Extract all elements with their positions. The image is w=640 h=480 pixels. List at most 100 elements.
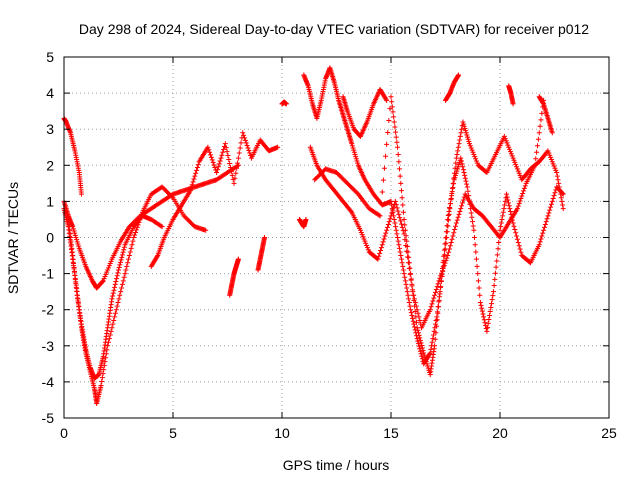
data-point (434, 317, 440, 323)
data-point (438, 278, 444, 284)
data-point (99, 379, 105, 385)
data-point (391, 114, 397, 120)
data-point (510, 220, 516, 226)
data-point (415, 338, 421, 344)
data-point (121, 274, 127, 280)
data-point (541, 224, 547, 230)
data-point (209, 157, 215, 163)
data-point (407, 303, 413, 309)
data-point (457, 209, 463, 215)
data-point (133, 229, 139, 235)
series-track-13 (340, 86, 390, 139)
x-tick-label: 5 (169, 425, 177, 441)
data-point (397, 166, 403, 172)
data-point (229, 172, 235, 178)
data-point (400, 209, 406, 215)
data-point (228, 168, 234, 174)
data-point (439, 272, 445, 278)
data-point (414, 336, 420, 342)
data-point (554, 170, 560, 176)
data-point (408, 271, 414, 277)
x-tick-label: 10 (274, 425, 290, 441)
data-point (116, 264, 122, 270)
data-point (451, 181, 457, 187)
data-point (217, 158, 223, 164)
data-point (460, 167, 466, 173)
data-point (431, 295, 437, 301)
data-point (496, 240, 502, 246)
data-point (506, 200, 512, 206)
x-axis-label: GPS time / hours (283, 457, 390, 473)
data-point (380, 239, 386, 245)
data-point (442, 241, 448, 247)
data-point (437, 275, 443, 281)
data-point (187, 188, 193, 194)
data-point (415, 330, 421, 336)
data-point (134, 224, 140, 230)
data-point (393, 134, 399, 140)
data-point (460, 164, 466, 170)
data-point (193, 170, 199, 176)
data-point (415, 341, 421, 347)
data-point (521, 185, 527, 191)
data-point (119, 285, 125, 291)
data-point (109, 325, 115, 331)
data-point (411, 321, 417, 327)
data-point (245, 145, 251, 151)
data-point (403, 233, 409, 239)
y-tick-label: 0 (46, 230, 54, 246)
data-point (127, 249, 133, 255)
data-point (491, 283, 497, 289)
data-point (399, 224, 405, 230)
data-point (400, 263, 406, 269)
data-point (488, 305, 494, 311)
data-point (385, 129, 391, 135)
data-point (460, 200, 466, 206)
data-point (433, 330, 439, 336)
data-point (376, 253, 382, 259)
data-point (461, 170, 467, 176)
data-point (486, 316, 492, 322)
grid (64, 57, 609, 418)
data-point (223, 145, 229, 151)
data-point (455, 144, 461, 150)
data-point (481, 317, 487, 323)
y-tick-label: -1 (42, 266, 55, 282)
data-point (504, 191, 510, 197)
data-point (533, 156, 539, 162)
data-point (538, 236, 544, 242)
data-point (518, 249, 524, 255)
data-point (428, 304, 434, 310)
data-point (489, 297, 495, 303)
data-point (559, 198, 565, 204)
data-point (520, 190, 526, 196)
y-tick-label: 5 (46, 49, 54, 65)
data-point (456, 72, 462, 78)
data-point (381, 236, 387, 242)
data-point (549, 130, 555, 136)
data-point (394, 231, 400, 237)
data-point (116, 267, 121, 273)
data-point (108, 328, 114, 334)
data-point (246, 147, 252, 153)
series-track-14 (443, 72, 462, 103)
data-point (395, 208, 401, 214)
data-point (514, 236, 520, 242)
data-point (545, 213, 551, 219)
data-point (459, 126, 465, 132)
data-point (391, 204, 397, 210)
data-point (536, 242, 542, 248)
data-point (235, 160, 241, 166)
data-point (348, 208, 354, 214)
data-point (419, 345, 425, 351)
data-point (397, 215, 403, 221)
data-point (403, 281, 409, 287)
data-point (469, 214, 475, 220)
data-point (118, 257, 124, 263)
data-point (206, 147, 212, 153)
data-point (303, 216, 309, 222)
x-tick-label: 25 (601, 425, 617, 441)
data-point (539, 233, 545, 239)
data-point (397, 173, 403, 179)
data-point (395, 238, 401, 244)
